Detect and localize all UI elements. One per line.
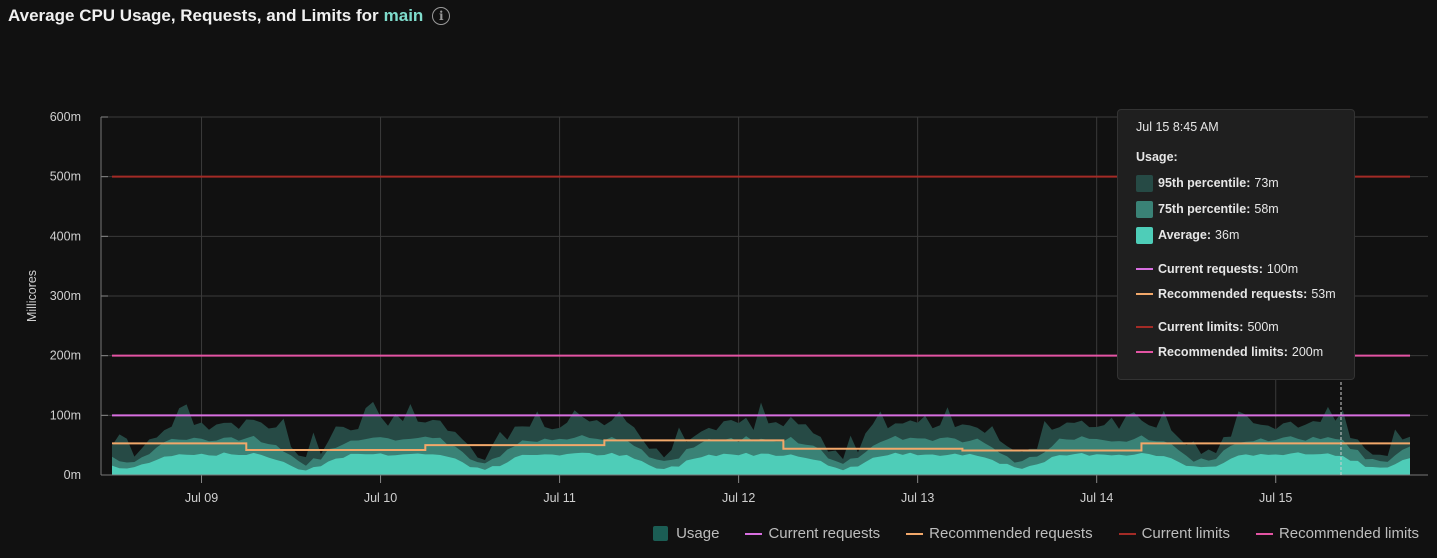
current-requests-legend-line <box>745 532 763 535</box>
axes: 0m 100m 200m 300m 400m 500m 600m Jul 09 Jul 10 Ju… <box>25 110 1428 505</box>
usage-areas <box>112 401 1410 475</box>
legend-item-usage[interactable]: Usage <box>653 525 719 542</box>
legend-item-current-requests[interactable]: Current requests <box>745 525 880 542</box>
chart-legend: Usage Current requests Recommended reque… <box>627 525 1419 542</box>
y-tick-label: 300m <box>50 289 81 303</box>
average-swatch <box>1136 226 1153 244</box>
x-tick-label: Jul 13 <box>901 491 934 505</box>
legend-item-current-limits[interactable]: Current limits <box>1118 525 1230 542</box>
x-tick-label: Jul 15 <box>1259 491 1292 505</box>
p75-swatch <box>1136 200 1153 218</box>
recommended-limits-swatch <box>1136 350 1153 353</box>
container-name[interactable]: main <box>383 6 424 25</box>
tooltip-row-recommended-limits: Recommended limits: 200m <box>1136 339 1336 364</box>
tooltip-usage-heading: Usage: <box>1136 150 1178 164</box>
tooltip-row-current-requests: Current requests: 100m <box>1136 256 1336 281</box>
chart-title: Average CPU Usage, Requests, and Limits … <box>8 6 451 26</box>
x-tick-label: Jul 11 <box>543 491 575 505</box>
legend-item-recommended-limits[interactable]: Recommended limits <box>1255 525 1419 542</box>
y-tick-label: 200m <box>50 349 81 363</box>
y-tick-label: 400m <box>50 229 81 243</box>
x-tick-label: Jul 14 <box>1080 491 1113 505</box>
recommended-limits-legend-line <box>1255 532 1273 535</box>
x-tick-label: Jul 12 <box>722 491 755 505</box>
recommended-requests-legend-line <box>906 532 924 535</box>
y-axis-label: Millicores <box>25 270 39 322</box>
p95-swatch <box>1136 174 1153 192</box>
chart-title-text: Average CPU Usage, Requests, and Limits … <box>8 6 379 25</box>
hover-tooltip: Jul 15 8:45 AM Usage: 95th percentile: 73… <box>1117 109 1355 380</box>
x-tick-label: Jul 10 <box>364 491 397 505</box>
current-limits-legend-line <box>1118 532 1136 535</box>
tooltip-time: Jul 15 8:45 AM <box>1136 120 1219 134</box>
current-limits-swatch <box>1136 325 1153 328</box>
tooltip-row-recommended-requests: Recommended requests: 53m <box>1136 281 1336 306</box>
y-tick-label: 500m <box>50 170 81 184</box>
tooltip-row-current-limits: Current limits: 500m <box>1136 314 1336 339</box>
y-tick-label: 100m <box>50 408 81 422</box>
current-requests-swatch <box>1136 267 1153 270</box>
info-icon[interactable]: i <box>432 7 451 25</box>
y-tick-label: 0m <box>64 468 81 482</box>
tooltip-row-p95: 95th percentile: 73m <box>1136 170 1336 196</box>
x-tick-label: Jul 09 <box>185 491 218 505</box>
tooltip-row-p75: 75th percentile: 58m <box>1136 196 1336 222</box>
recommended-requests-swatch <box>1136 292 1153 295</box>
tooltip-row-average: Average: 36m <box>1136 222 1336 248</box>
average-area <box>112 452 1410 475</box>
legend-item-recommended-requests[interactable]: Recommended requests <box>906 525 1093 542</box>
usage-legend-swatch <box>653 526 669 541</box>
recommended-requests-line <box>112 439 1410 452</box>
y-tick-label: 600m <box>50 110 81 124</box>
